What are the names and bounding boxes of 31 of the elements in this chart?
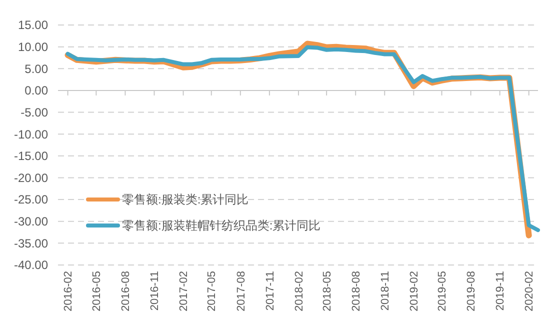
y-tick-label: 15.00 (18, 18, 48, 32)
x-tick-label: 2017-11 (264, 271, 276, 311)
x-tick-label: 2017-05 (206, 271, 218, 312)
y-tick-label: -10.00 (14, 127, 48, 142)
x-tick-label: 2020-02 (524, 271, 536, 312)
x-tick-label: 2016-08 (120, 271, 132, 312)
y-tick-label: -25.00 (14, 192, 48, 207)
x-tick-label: 2019-02 (408, 271, 421, 312)
x-tick-label: 2016-05 (91, 271, 104, 312)
y-tick-label: -20.00 (14, 170, 48, 185)
x-tick-label: 2019-11 (494, 271, 507, 311)
x-tick-label: 2018-11 (379, 271, 392, 311)
legend-label: 零售额:服装鞋帽针纺织品类:累计同比 (122, 218, 321, 233)
x-tick-label: 2016-02 (62, 271, 75, 312)
x-tick-label: 2017-08 (235, 271, 248, 312)
x-tick-label: 2018-08 (350, 271, 362, 312)
y-tick-label: -35.00 (14, 236, 48, 250)
x-tick-label: 2018-02 (293, 271, 306, 312)
y-tick-label: 0.00 (24, 84, 48, 98)
x-tick-label: 2018-05 (321, 271, 334, 312)
y-tick-label: 10.00 (18, 40, 48, 54)
y-tick-label: -15.00 (14, 149, 48, 164)
legend-label: 零售额:服装类:累计同比 (122, 192, 249, 207)
y-tick-label: -40.00 (14, 258, 48, 272)
y-tick-label: 5.00 (24, 62, 48, 76)
y-tick-label: -5.00 (20, 105, 48, 120)
y-tick-label: -30.00 (14, 214, 48, 229)
x-tick-label: 2016-11 (149, 271, 162, 311)
x-tick-label: 2019-08 (466, 271, 478, 312)
x-tick-label: 2019-05 (436, 271, 449, 312)
x-tick-label: 2017-02 (178, 271, 190, 312)
